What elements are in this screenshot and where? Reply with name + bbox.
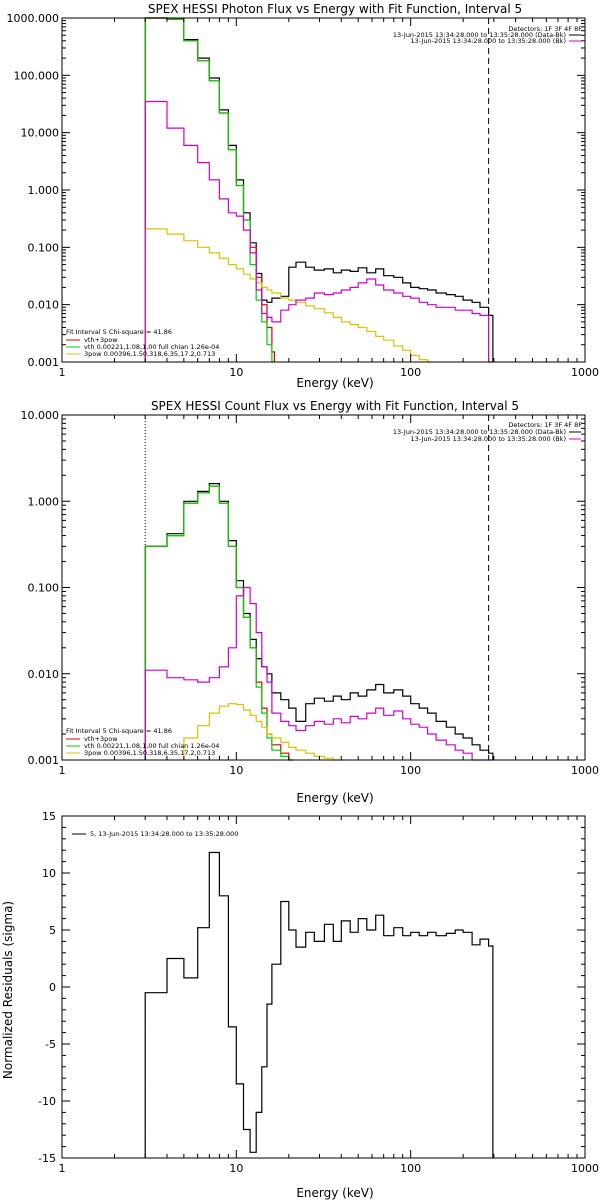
legend-vth3pow: vth+3pow xyxy=(84,336,118,344)
header-bk: 13-Jun-2015 13:34:28.000 to 13:35:28.000… xyxy=(411,37,566,45)
y-tick-label: 1.000 xyxy=(28,495,60,508)
y-tick-label: -10 xyxy=(38,1095,56,1108)
legend-fit-interval: Fit Interval 5 Chi-square = 41.86 xyxy=(66,328,172,336)
y-tick-label: 1.000 xyxy=(28,184,60,197)
y-tick-label: 5 xyxy=(49,924,56,937)
count-flux-traces xyxy=(144,415,494,761)
y-tick-label: 0 xyxy=(49,981,56,994)
y-tick-label: 0.100 xyxy=(28,582,60,595)
series-vth-trace xyxy=(144,17,275,363)
count-flux-axes: 1 10 100 1000 0.001 0.010 0.100 1.000 10.000 xyxy=(21,409,600,777)
x-tick-label: 100 xyxy=(400,366,421,379)
y-tick-label: 0.100 xyxy=(28,241,60,254)
legend-vth3pow: vth+3pow xyxy=(84,735,118,743)
photon-flux-header: Detectors: 1F 3F 4F 8F 13-Jun-2015 13:34… xyxy=(393,25,582,45)
y-tick-label: 10.000 xyxy=(21,409,60,422)
x-tick-label: 10 xyxy=(229,764,243,777)
photon-flux-title: SPEX HESSI Photon Flux vs Energy with Fi… xyxy=(148,2,522,16)
header-bk: 13-Jun-2015 13:34:28.000 to 13:35:28.000… xyxy=(411,435,566,443)
series-3pow-trace xyxy=(183,703,346,761)
photon-flux-legend: Fit Interval 5 Chi-square = 41.86 vth+3p… xyxy=(66,328,219,358)
x-tick-label: 1 xyxy=(59,764,66,777)
y-tick-label: 1000.000 xyxy=(7,12,60,25)
x-tick-label: 1000 xyxy=(571,366,599,379)
y-tick-label: -15 xyxy=(38,1152,56,1165)
plot-frame xyxy=(61,414,586,761)
y-tick-label: 0.010 xyxy=(28,299,60,312)
y-tick-label: 10 xyxy=(42,867,56,880)
residuals-chart: Energy (keV) Normalized Residuals (sigma… xyxy=(1,810,599,1200)
header-detectors: Detectors: 1F 3F 4F 8F xyxy=(508,25,582,33)
y-tick-label: 0.010 xyxy=(28,668,60,681)
residuals-legend: 5, 13-Jun-2015 13:34:28.000 to 13:35:28.… xyxy=(72,830,238,838)
y-tick-label: 100.000 xyxy=(14,69,60,82)
x-tick-label: 10 xyxy=(229,366,243,379)
y-tick-label: 10.000 xyxy=(21,127,60,140)
residuals-traces xyxy=(144,851,494,1158)
series-5-13-jun-2015-13-34-28-000-to-13-35-28-000-trace xyxy=(144,851,494,1158)
x-tick-label: 100 xyxy=(400,1162,421,1175)
x-tick-label: 1000 xyxy=(571,764,599,777)
photon-flux-traces xyxy=(144,17,494,363)
legend-residual: 5, 13-Jun-2015 13:34:28.000 to 13:35:28.… xyxy=(90,830,238,838)
series-bk-trace xyxy=(144,586,493,761)
x-tick-label: 10 xyxy=(229,1162,243,1175)
residuals-xlabel: Energy (keV) xyxy=(296,1186,373,1200)
series-vth-trace xyxy=(144,485,293,761)
legend-3pow: 3pow 0.00396,1.50,318,6.35,17.2,0.713 xyxy=(84,749,215,757)
x-tick-label: 1000 xyxy=(571,1162,599,1175)
x-tick-label: 100 xyxy=(400,764,421,777)
legend-fit-interval: Fit Interval 5 Chi-square = 41.86 xyxy=(66,727,172,735)
series-vth-3pow-trace xyxy=(144,485,293,761)
header-data-bk: 13-Jun-2015 13:34:28.000 to 13:35:28.000… xyxy=(393,428,566,436)
header-data-bk: 13-Jun-2015 13:34:28.000 to 13:35:28.000… xyxy=(393,31,566,39)
legend-vth: vth 0.00221,1.08,1.00 full chian 1.26e-0… xyxy=(84,742,219,750)
series-data-bk-trace xyxy=(144,17,494,362)
count-flux-header: Detectors: 1F 3F 4F 8F 13-Jun-2015 13:34… xyxy=(393,421,582,443)
count-flux-chart: SPEX HESSI Count Flux vs Energy with Fit… xyxy=(21,399,600,805)
x-tick-label: 1 xyxy=(59,1162,66,1175)
x-tick-label: 1 xyxy=(59,366,66,379)
legend-vth: vth 0.00221,1.08,1.00 full chian 1.26e-0… xyxy=(84,343,219,351)
legend-3pow: 3pow 0.00396,1.50,318,6.35,17.2,0.713 xyxy=(84,350,215,358)
residuals-ylabel: Normalized Residuals (sigma) xyxy=(1,901,15,1079)
y-tick-label: 0.001 xyxy=(28,356,60,369)
residuals-axes: 1 10 100 1000 15 10 5 0 -5 -10 -15 xyxy=(38,810,599,1175)
count-flux-title: SPEX HESSI Count Flux vs Energy with Fit… xyxy=(151,399,519,413)
photon-flux-axes: 1 10 100 1000 0.001 0.010 0.100 1.000 10.000 100.… xyxy=(7,12,600,379)
series-bk-trace xyxy=(144,100,493,363)
photon-flux-chart: SPEX HESSI Photon Flux vs Energy with Fi… xyxy=(7,2,600,390)
y-tick-label: 0.001 xyxy=(28,754,60,767)
header-detectors: Detectors: 1F 3F 4F 8F xyxy=(508,421,582,429)
plot-frame xyxy=(61,17,586,363)
count-flux-legend: Fit Interval 5 Chi-square = 41.86 vth+3p… xyxy=(66,727,219,757)
y-tick-label: -5 xyxy=(45,1038,56,1051)
photon-flux-xlabel: Energy (keV) xyxy=(296,376,373,390)
series-data-bk-trace xyxy=(144,483,494,760)
y-tick-label: 15 xyxy=(42,810,56,823)
count-flux-xlabel: Energy (keV) xyxy=(296,791,373,805)
plot-frame xyxy=(61,815,586,1159)
